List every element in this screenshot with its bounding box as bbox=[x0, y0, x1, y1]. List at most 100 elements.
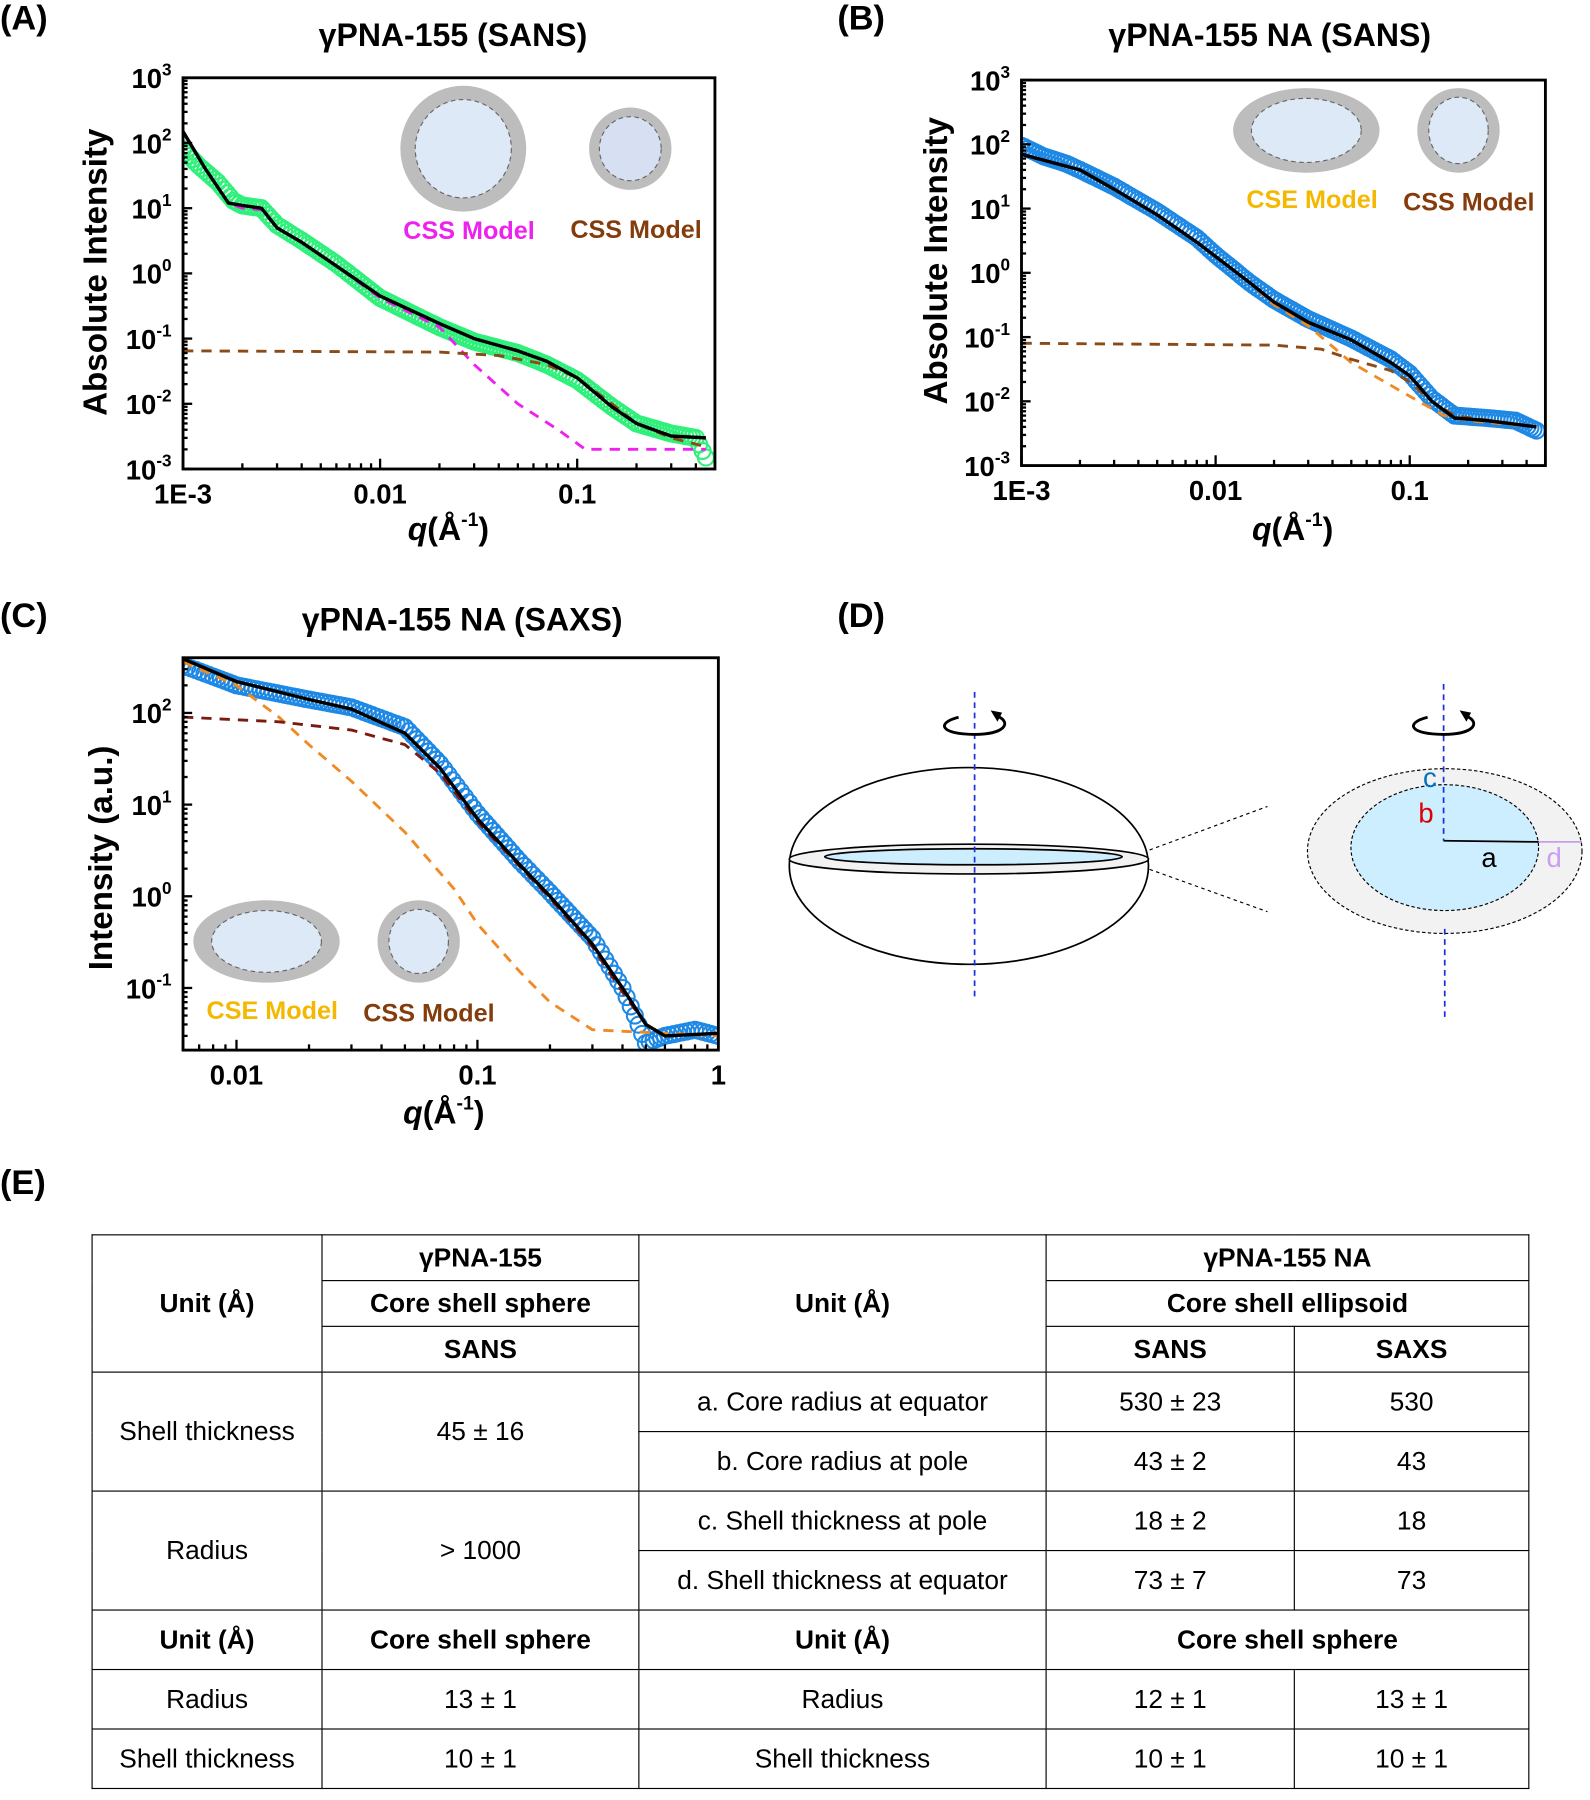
x-axis-label: q(Å-1) bbox=[408, 509, 489, 547]
chart-title: γPNA-155 NA (SAXS) bbox=[302, 601, 623, 637]
x-tick-label: 1E-3 bbox=[154, 478, 212, 509]
cell: 10 ± 1 bbox=[1045, 1728, 1295, 1790]
model-dashed-line bbox=[183, 349, 707, 449]
x-tick-label: 0.1 bbox=[1391, 475, 1429, 506]
legend-label: CSS Model bbox=[570, 216, 701, 244]
cell: a. Core radius at equator bbox=[638, 1371, 1047, 1433]
inset-cse bbox=[193, 900, 340, 983]
label-c: c bbox=[1423, 762, 1437, 793]
y-tick-label: 10-2 bbox=[126, 386, 172, 421]
table-row: d. Shell thickness at equator 73 ± 7 73 bbox=[92, 1549, 1530, 1611]
panel-label-a: (A) bbox=[0, 0, 48, 38]
header-method: SAXS bbox=[1293, 1325, 1530, 1373]
y-tick-label: 10-2 bbox=[964, 383, 1010, 418]
table-subheader-row: Unit (Å) Core shell sphere Unit (Å) Core… bbox=[91, 1609, 1530, 1671]
panel-label-c: (C) bbox=[0, 597, 48, 635]
y-tick-label: 102 bbox=[132, 125, 172, 160]
rotation-arrow-icon bbox=[1412, 710, 1476, 736]
cell: b. Core radius at pole bbox=[638, 1431, 1047, 1492]
cell: 43 bbox=[1293, 1431, 1530, 1492]
x-tick-label: 0.01 bbox=[353, 478, 406, 509]
x-tick-label: 0.1 bbox=[458, 1059, 496, 1090]
model-dashed-line bbox=[183, 660, 719, 1038]
header-model: Core shell sphere bbox=[321, 1280, 640, 1327]
y-tick-label: 102 bbox=[132, 695, 172, 730]
cell: c. Shell thickness at pole bbox=[638, 1490, 1047, 1552]
table-header-row: Core shell sphere Core shell ellipsoid bbox=[92, 1280, 1530, 1327]
x-tick-label: 0.01 bbox=[210, 1059, 263, 1090]
table-row: Shell thickness 10 ± 1 Shell thickness 1… bbox=[91, 1728, 1530, 1790]
x-tick-label: 0.01 bbox=[1189, 475, 1242, 506]
x-axis-label: q(Å-1) bbox=[1252, 509, 1333, 547]
x-tick-label: 1E-3 bbox=[993, 475, 1051, 506]
core-cross-section bbox=[1350, 784, 1540, 912]
cell: > 1000 bbox=[321, 1490, 640, 1611]
cell: Shell thickness bbox=[91, 1728, 323, 1790]
fit-line bbox=[1021, 152, 1537, 429]
cell: Radius bbox=[91, 1490, 323, 1611]
header-sample: γPNA-155 NA bbox=[1045, 1234, 1530, 1282]
y-tick-label: 10-1 bbox=[964, 319, 1010, 354]
legend-label: CSS Model bbox=[1403, 188, 1534, 216]
header-unit: Unit (Å) bbox=[638, 1234, 1047, 1373]
table-header-row: SANS SANS SAXS bbox=[92, 1325, 1530, 1373]
y-axis-label: Intensity (a.u.) bbox=[83, 746, 120, 971]
charts-svg: γPNA-155 (SANS) Absolute Intensity q(Å-1… bbox=[77, 17, 1583, 1130]
y-tick-label: 100 bbox=[970, 255, 1010, 290]
y-tick-label: 103 bbox=[132, 59, 172, 94]
legend-label: CSS Model bbox=[403, 217, 534, 245]
parameters-table: Unit (Å) γPNA-155 Unit (Å) γPNA-155 NA C… bbox=[91, 1234, 1530, 1790]
header-model: Core shell ellipsoid bbox=[1045, 1280, 1530, 1327]
axes: 0.01 0.1 1 102 101 100 10-1 bbox=[126, 656, 726, 1090]
cell: 73 bbox=[1293, 1549, 1530, 1611]
header-unit: Unit (Å) bbox=[91, 1234, 323, 1373]
cell: Unit (Å) bbox=[91, 1609, 323, 1671]
panel-label-b: (B) bbox=[837, 0, 885, 38]
zoom-line bbox=[1149, 868, 1268, 913]
header-sample: γPNA-155 bbox=[321, 1234, 640, 1282]
cell: 73 ± 7 bbox=[1045, 1549, 1295, 1611]
cell: Radius bbox=[91, 1668, 323, 1730]
cell: Core shell sphere bbox=[321, 1609, 640, 1671]
table-header-row: Unit (Å) γPNA-155 Unit (Å) γPNA-155 NA bbox=[91, 1234, 1530, 1373]
data-series-markers bbox=[1021, 136, 1546, 440]
y-tick-label: 100 bbox=[132, 255, 172, 290]
data-point bbox=[221, 188, 240, 207]
chart-b: γPNA-155 NA (SANS) Absolute Intensity q(… bbox=[918, 17, 1547, 547]
legend-label: CSE Model bbox=[1246, 186, 1377, 214]
ellipsoid-diagram: c b a d bbox=[788, 684, 1583, 1021]
axes: 1E-3 0.01 0.1 103 102 101 100 10-1 10-2 10-3 bbox=[964, 62, 1547, 506]
plot-frame bbox=[181, 656, 720, 1052]
cell: 530 ± 23 bbox=[1045, 1371, 1295, 1433]
core-shape bbox=[1428, 96, 1489, 165]
table-row: Radius > 1000 c. Shell thickness at pole… bbox=[91, 1490, 1530, 1611]
chart-c: γPNA-155 NA (SAXS) Intensity (a.u.) q(Å-… bbox=[83, 601, 726, 1130]
data-point bbox=[202, 167, 221, 186]
zoom-line bbox=[1149, 805, 1268, 851]
y-tick-label: 10-3 bbox=[964, 447, 1010, 482]
cell: d. Shell thickness at equator bbox=[638, 1549, 1047, 1611]
cell: 10 ± 1 bbox=[321, 1728, 640, 1790]
fit-line bbox=[183, 130, 706, 440]
cell: Shell thickness bbox=[91, 1371, 323, 1492]
data-point bbox=[613, 978, 632, 998]
x-axis-label: q(Å-1) bbox=[403, 1093, 484, 1131]
data-point bbox=[183, 140, 193, 159]
label-b: b bbox=[1418, 797, 1433, 828]
data-point bbox=[205, 170, 224, 189]
inset-css-large bbox=[400, 85, 527, 212]
cell: Core shell sphere bbox=[1045, 1609, 1530, 1671]
cell: 43 ± 2 bbox=[1045, 1431, 1295, 1492]
y-tick-label: 10-1 bbox=[126, 970, 172, 1005]
header-method: SANS bbox=[1045, 1325, 1295, 1373]
cell: 13 ± 1 bbox=[1293, 1668, 1530, 1730]
plot-area bbox=[183, 657, 719, 1051]
table-row: Shell thickness 45 ± 16 a. Core radius a… bbox=[91, 1371, 1530, 1492]
cell: 18 bbox=[1293, 1490, 1530, 1552]
legend-label: CSE Model bbox=[207, 997, 338, 1025]
cell: 12 ± 1 bbox=[1045, 1668, 1295, 1730]
y-tick-label: 102 bbox=[970, 126, 1010, 161]
label-d: d bbox=[1547, 842, 1562, 873]
y-tick-label: 10-1 bbox=[126, 320, 172, 355]
